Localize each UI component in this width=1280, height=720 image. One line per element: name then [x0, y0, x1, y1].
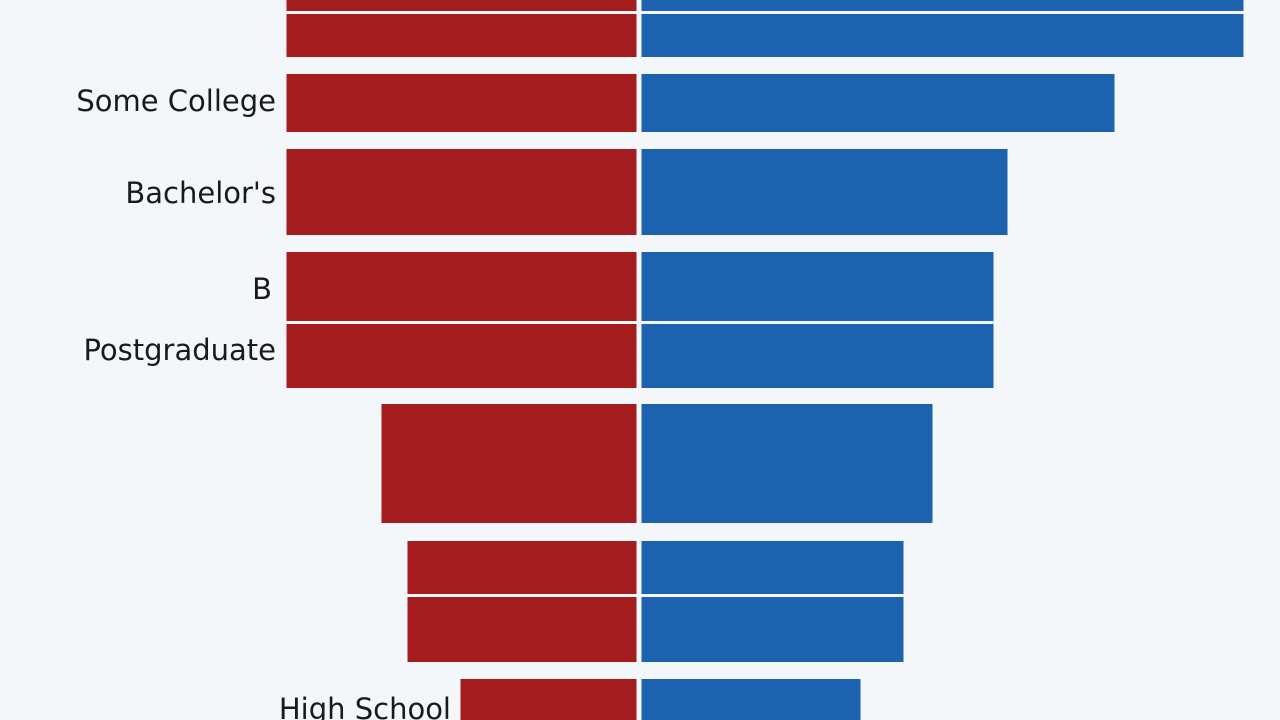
bar-right-0	[641, 0, 1244, 11]
bar-right-9	[641, 679, 861, 720]
bar-left-4	[286, 252, 637, 321]
category-label-4: B	[252, 272, 272, 306]
bar-right-1	[641, 14, 1244, 57]
bar-left-9	[460, 679, 637, 720]
category-label-9: High School	[279, 692, 451, 720]
bar-left-6	[381, 404, 637, 523]
bar-right-3	[641, 149, 1008, 235]
category-label-5: Postgraduate	[83, 333, 276, 367]
bar-right-5	[641, 324, 994, 388]
bar-right-7	[641, 541, 904, 594]
bar-left-7	[407, 541, 637, 594]
bar-left-1	[286, 14, 637, 57]
bar-left-5	[286, 324, 637, 388]
bar-left-0	[286, 0, 637, 11]
category-label-3: Bachelor's	[125, 176, 276, 210]
bar-right-4	[641, 252, 994, 321]
bars-layer	[286, 0, 1244, 720]
bar-right-6	[641, 404, 933, 523]
bar-right-2	[641, 74, 1115, 132]
category-label-2: Some College	[76, 84, 276, 118]
bar-left-2	[286, 74, 637, 132]
bar-left-3	[286, 149, 637, 235]
labels-layer: Some College Bachelor's B Postgraduate High …	[76, 84, 451, 720]
bar-right-8	[641, 597, 904, 662]
bar-left-8	[407, 597, 637, 662]
